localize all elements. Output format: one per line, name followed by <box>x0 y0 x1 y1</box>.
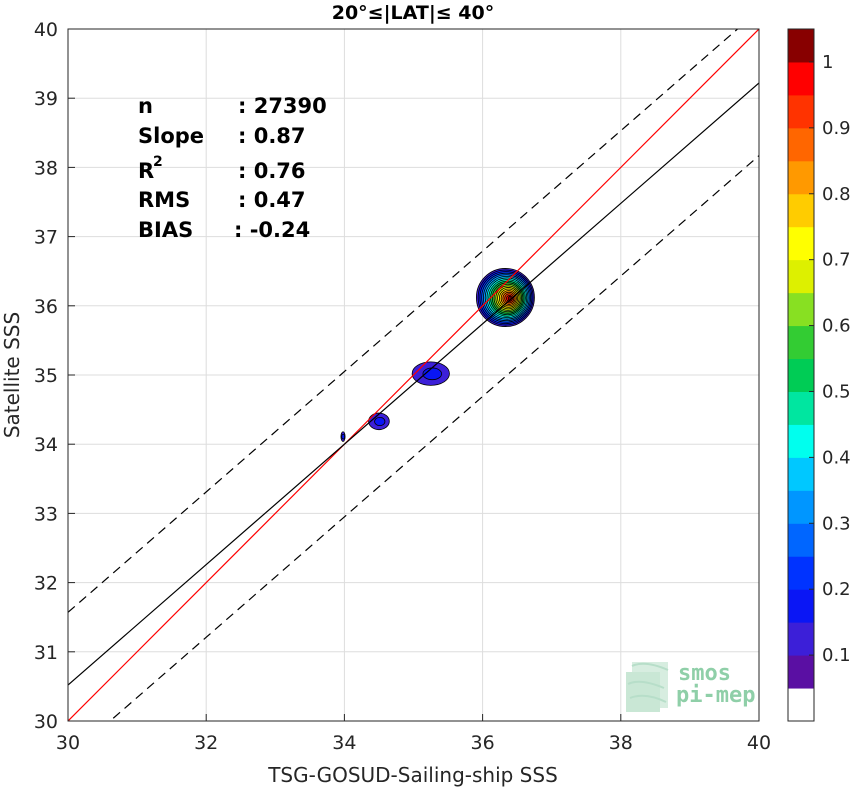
statistics-box: n : 27390 Slope : 0.87 R2 : 0.76 RMS : 0.47 BIAS… <box>138 94 327 242</box>
regression-line <box>68 82 759 686</box>
colorbar-segment <box>788 193 814 228</box>
colorbar-segment <box>788 490 814 524</box>
colorbar-tick-label: 0.3 <box>822 513 851 534</box>
colorbar-segment <box>788 226 814 261</box>
stat-value: : 0.76 <box>238 159 306 183</box>
colorbar-tick-label: 0.5 <box>822 381 851 402</box>
colorbar-segment <box>788 160 814 195</box>
stat-label: Slope <box>138 124 204 148</box>
colorbar-segment <box>788 589 814 623</box>
stat-row: n : 27390 <box>138 94 327 118</box>
colorbar-segment <box>788 655 814 689</box>
colorbar-segment <box>788 556 814 590</box>
stat-label: BIAS <box>138 218 193 242</box>
stat-row: RMS : 0.47 <box>138 188 306 212</box>
y-tick-label: 38 <box>34 157 58 179</box>
x-tick-label: 34 <box>332 732 356 754</box>
stat-value: : 0.47 <box>238 188 306 212</box>
y-tick-label: 30 <box>34 711 58 733</box>
y-axis-ticks: 30 31 32 33 34 35 36 37 38 39 40 <box>34 19 75 733</box>
colorbar-tick-label: 0.2 <box>822 579 851 600</box>
y-tick-label: 36 <box>34 296 58 318</box>
smos-pimep-logo: smos pi-mep <box>626 661 755 712</box>
colorbar-tick-label: 0.6 <box>822 316 851 337</box>
colorbar-segment <box>788 29 814 63</box>
y-tick-label: 39 <box>34 88 58 110</box>
y-tick-label: 32 <box>34 573 58 595</box>
colorbar-segment <box>788 457 814 491</box>
x-tick-label: 40 <box>747 732 771 754</box>
y-tick-label: 37 <box>34 227 58 249</box>
colorbar-segment <box>788 61 814 96</box>
stat-row: BIAS : -0.24 <box>138 218 310 242</box>
colorbar-segment <box>788 358 814 392</box>
colorbar-segment <box>788 127 814 162</box>
y-axis-label: Satellite SSS <box>0 312 24 438</box>
lower-bound-line <box>109 155 759 721</box>
stat-row: Slope : 0.87 <box>138 124 306 148</box>
x-axis-ticks: 30 32 34 36 38 40 <box>56 714 771 754</box>
density-contour <box>341 433 346 440</box>
density-blob <box>368 412 390 431</box>
density-contour <box>374 416 386 427</box>
colorbar-tick-label: 0.7 <box>822 250 851 271</box>
colorbar-segment <box>788 325 814 360</box>
logo-text-line1: smos <box>678 661 731 686</box>
chart-title: 20°≤|LAT|≤ 40° <box>332 2 495 24</box>
y-tick-label: 34 <box>34 434 58 456</box>
colorbar: 0.1 0.2 0.3 0.4 0.5 0.6 0.7 0.8 0.9 1 <box>787 28 851 722</box>
identity-line <box>68 29 759 721</box>
x-tick-label: 36 <box>471 732 495 754</box>
upper-bound-line <box>68 29 739 613</box>
stat-row: R2 : 0.76 <box>138 154 306 183</box>
density-contours <box>340 268 535 442</box>
stat-value: : -0.24 <box>234 218 310 242</box>
density-blob <box>475 268 535 327</box>
y-tick-label: 33 <box>34 503 58 525</box>
colorbar-segment <box>788 523 814 557</box>
logo-text-line2: pi-mep <box>676 683 755 708</box>
stat-superscript: 2 <box>153 154 163 170</box>
colorbar-tick-label: 1 <box>822 52 833 73</box>
density-blob <box>411 361 450 386</box>
stat-label: RMS <box>138 188 190 212</box>
x-tick-label: 32 <box>194 732 218 754</box>
grid-lines <box>67 28 760 722</box>
density-blob <box>340 431 346 442</box>
colorbar-tick-label: 0.1 <box>822 645 851 666</box>
colorbar-segment <box>788 622 814 656</box>
stat-label: n <box>138 94 153 118</box>
colorbar-segment <box>788 688 814 722</box>
stat-value: : 0.87 <box>238 124 306 148</box>
colorbar-frame <box>787 28 815 722</box>
colorbar-segment <box>788 391 814 425</box>
colorbar-segment <box>788 292 814 327</box>
y-tick-label: 40 <box>34 19 58 41</box>
colorbar-segment <box>788 94 814 129</box>
stat-label: R <box>138 159 154 183</box>
x-tick-label: 38 <box>609 732 633 754</box>
y-tick-label: 35 <box>34 365 58 387</box>
colorbar-segment <box>788 424 814 458</box>
colorbar-tick-label: 0.8 <box>822 184 851 205</box>
x-axis-label: TSG-GOSUD-Sailing-ship SSS <box>267 763 558 787</box>
stat-value: : 27390 <box>238 94 327 118</box>
colorbar-tick-label: 0.4 <box>822 447 851 468</box>
colorbar-segment <box>788 259 814 294</box>
x-tick-label: 30 <box>56 732 80 754</box>
y-tick-label: 31 <box>34 642 58 664</box>
reference-lines <box>68 29 759 721</box>
colorbar-tick-label: 0.9 <box>822 118 851 139</box>
